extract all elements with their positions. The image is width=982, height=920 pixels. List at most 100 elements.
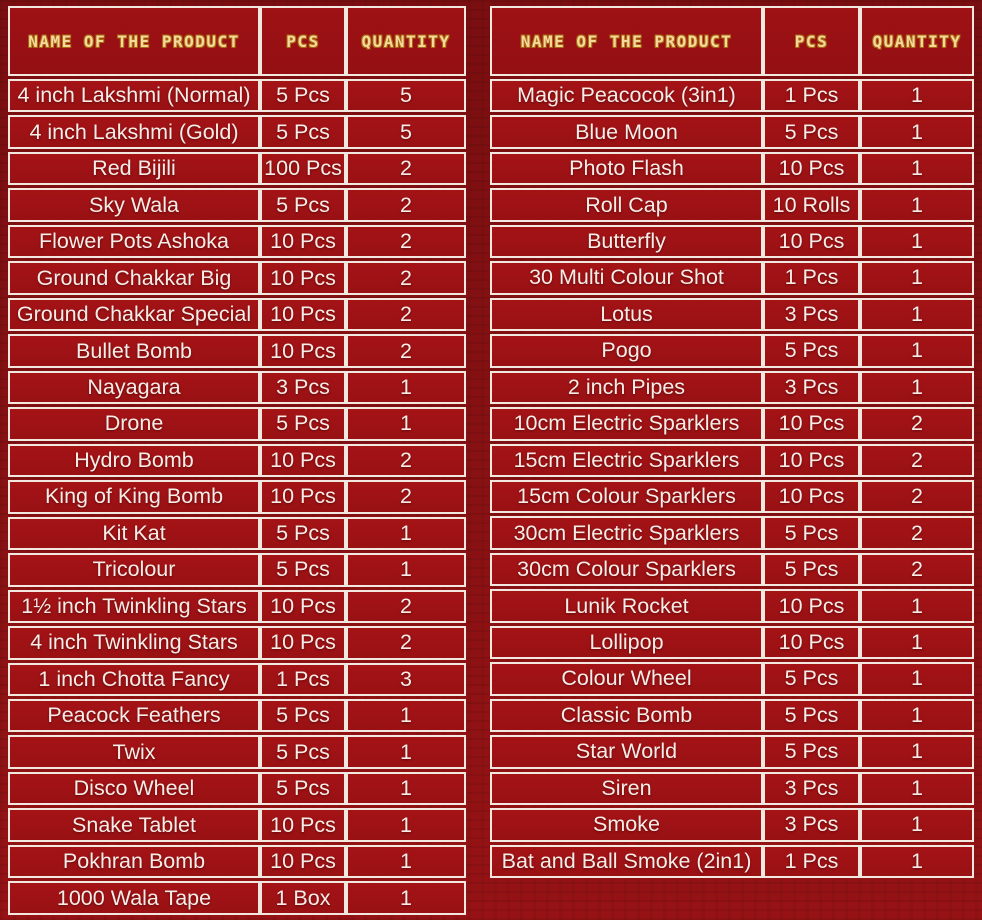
quantity-cell: 2: [346, 297, 466, 332]
pcs-cell: 5 Pcs: [763, 662, 860, 696]
pcs-cell: 5 Pcs: [763, 735, 860, 769]
quantity-cell: 2: [346, 480, 466, 514]
pcs-cell: 10 Pcs: [763, 224, 860, 259]
quantity-cell: 1: [346, 844, 466, 879]
product-name-cell: Sky Wala: [8, 188, 260, 222]
table-row: Butterfly 10 Pcs 1: [490, 224, 974, 259]
quantity-cell: 2: [860, 407, 974, 441]
product-name-cell: Photo Flash: [490, 151, 763, 186]
quantity-cell: 1: [346, 516, 466, 551]
quantity-cell: 2: [346, 626, 466, 660]
table-row: Flower Pots Ashoka 10 Pcs 2: [8, 224, 466, 259]
pcs-cell: 10 Pcs: [260, 589, 346, 624]
pcs-cell: 10 Pcs: [260, 297, 346, 332]
header-row: NAME OF THE PRODUCT PCS QUANTITY: [490, 6, 974, 76]
table-row: Lotus 3 Pcs 1: [490, 297, 974, 332]
pcs-cell: 5 Pcs: [763, 552, 860, 587]
quantity-cell: 1: [860, 297, 974, 332]
table-row: Kit Kat 5 Pcs 1: [8, 516, 466, 551]
pcs-cell: 5 Pcs: [260, 698, 346, 733]
pcs-cell: 5 Pcs: [260, 553, 346, 587]
table-row: 1½ inch Twinkling Stars 10 Pcs 2: [8, 589, 466, 624]
pcs-cell: 10 Pcs: [260, 844, 346, 879]
quantity-cell: 1: [860, 370, 974, 405]
pcs-cell: 5 Pcs: [763, 698, 860, 733]
product-name-cell: Peacock Feathers: [8, 698, 260, 733]
quantity-cell: 5: [346, 115, 466, 149]
quantity-cell: 1: [860, 188, 974, 222]
quantity-cell: 5: [346, 79, 466, 113]
product-name-cell: Butterfly: [490, 224, 763, 259]
pcs-cell: 5 Pcs: [763, 334, 860, 368]
product-name-cell: Nayagara: [8, 370, 260, 405]
table-row: Classic Bomb 5 Pcs 1: [490, 698, 974, 733]
product-name-cell: 2 inch Pipes: [490, 370, 763, 405]
product-name-cell: Kit Kat: [8, 516, 260, 551]
table-row: 4 inch Lakshmi (Gold) 5 Pcs 5: [8, 115, 466, 149]
pcs-cell: 10 Pcs: [763, 625, 860, 660]
pcs-cell: 1 Box: [260, 881, 346, 915]
product-name-cell: Pogo: [490, 334, 763, 368]
quantity-cell: 3: [346, 662, 466, 696]
quantity-cell: 1: [860, 79, 974, 113]
table-row: 2 inch Pipes 3 Pcs 1: [490, 370, 974, 405]
table-row: Nayagara 3 Pcs 1: [8, 370, 466, 405]
quantity-cell: 1: [860, 844, 974, 878]
product-name-cell: Classic Bomb: [490, 698, 763, 733]
table-row: Roll Cap 10 Rolls 1: [490, 188, 974, 222]
table-row: 4 inch Twinkling Stars 10 Pcs 2: [8, 626, 466, 660]
quantity-cell: 2: [346, 188, 466, 222]
table-row: Ground Chakkar Special 10 Pcs 2: [8, 297, 466, 332]
table-header: NAME OF THE PRODUCT PCS QUANTITY: [490, 6, 974, 76]
quantity-cell: 2: [346, 151, 466, 186]
pcs-cell: 3 Pcs: [763, 808, 860, 842]
quantity-cell: 1: [346, 407, 466, 441]
product-name-cell: 4 inch Lakshmi (Gold): [8, 115, 260, 149]
pcs-cell: 3 Pcs: [763, 370, 860, 405]
product-name-cell: King of King Bomb: [8, 480, 260, 514]
product-name-cell: Hydro Bomb: [8, 443, 260, 478]
column-header-quantity: QUANTITY: [346, 6, 466, 76]
table-row: 30cm Electric Sparklers 5 Pcs 2: [490, 516, 974, 550]
table-row: 30 Multi Colour Shot 1 Pcs 1: [490, 261, 974, 295]
pcs-cell: 10 Pcs: [260, 334, 346, 368]
pcs-cell: 5 Pcs: [763, 516, 860, 550]
pcs-cell: 1 Pcs: [260, 662, 346, 696]
product-name-cell: 1½ inch Twinkling Stars: [8, 589, 260, 624]
table-row: 15cm Colour Sparklers 10 Pcs 2: [490, 479, 974, 514]
column-header-product-name: NAME OF THE PRODUCT: [8, 6, 260, 76]
table-header: NAME OF THE PRODUCT PCS QUANTITY: [8, 6, 466, 76]
pcs-cell: 5 Pcs: [260, 115, 346, 149]
pcs-cell: 3 Pcs: [763, 297, 860, 332]
quantity-cell: 1: [860, 771, 974, 806]
quantity-cell: 1: [860, 115, 974, 149]
quantity-cell: 1: [860, 334, 974, 368]
table-row: Sky Wala 5 Pcs 2: [8, 188, 466, 222]
product-name-cell: Magic Peacocok (3in1): [490, 79, 763, 113]
column-header-pcs: PCS: [260, 6, 346, 76]
column-header-quantity: QUANTITY: [860, 6, 974, 76]
pcs-cell: 1 Pcs: [763, 844, 860, 878]
product-name-cell: Star World: [490, 735, 763, 769]
table-row: Pokhran Bomb 10 Pcs 1: [8, 844, 466, 879]
quantity-cell: 1: [346, 808, 466, 842]
product-name-cell: Colour Wheel: [490, 662, 763, 696]
table-row: Tricolour 5 Pcs 1: [8, 553, 466, 587]
table-row: Blue Moon 5 Pcs 1: [490, 115, 974, 149]
quantity-cell: 2: [346, 443, 466, 478]
product-name-cell: 1000 Wala Tape: [8, 881, 260, 915]
table-row: 4 inch Lakshmi (Normal) 5 Pcs 5: [8, 79, 466, 113]
pcs-cell: 5 Pcs: [260, 516, 346, 551]
product-name-cell: Ground Chakkar Big: [8, 261, 260, 295]
pcs-cell: 10 Pcs: [260, 443, 346, 478]
quantity-cell: 1: [346, 553, 466, 587]
quantity-cell: 2: [860, 443, 974, 477]
quantity-cell: 1: [860, 224, 974, 259]
product-name-cell: Drone: [8, 407, 260, 441]
table-row: Siren 3 Pcs 1: [490, 771, 974, 806]
table-row: Red Bijili 100 Pcs 2: [8, 151, 466, 186]
quantity-cell: 1: [860, 808, 974, 842]
product-name-cell: Bat and Ball Smoke (2in1): [490, 844, 763, 878]
product-name-cell: 10cm Electric Sparklers: [490, 407, 763, 441]
